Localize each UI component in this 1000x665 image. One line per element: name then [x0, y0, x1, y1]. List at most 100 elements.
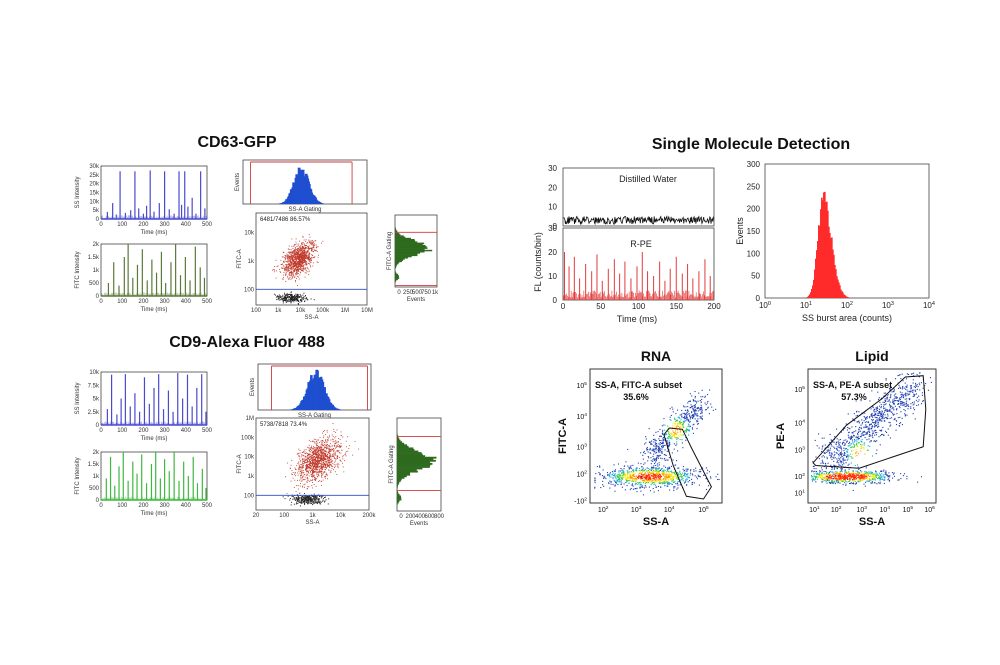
dot-8-red-point [328, 460, 330, 462]
dot-8-red-point [313, 464, 315, 466]
trace-0-ytick: 10k [89, 199, 100, 205]
trace-5-xtick: 200 [138, 428, 149, 434]
smd-rpe-xtick: 100 [632, 302, 646, 311]
dens-13-band-point [638, 468, 641, 470]
dot-8-red-point [324, 476, 326, 478]
dens-13-band-point [662, 480, 664, 483]
dot-8-red-point [321, 463, 323, 465]
dens-13-band-point [599, 465, 601, 467]
dens-13-band-point [636, 478, 638, 480]
dot-0-red-point [295, 273, 297, 275]
dot-8-red-point [298, 455, 300, 457]
dot-0-red-point [295, 251, 297, 253]
burst-bin [823, 192, 825, 298]
dot-8-red-point [319, 447, 321, 449]
dot-8-red-point [304, 462, 306, 464]
dot-0-red-point [301, 254, 303, 256]
dot-8-black-point [298, 497, 300, 499]
dot-8-red-point [328, 469, 330, 471]
dens-13-band-point [620, 475, 622, 477]
dens-13-band-point [648, 476, 650, 478]
dens-13-band-point [667, 485, 669, 487]
dens-13-cloud-point [659, 450, 662, 452]
dens-13-band-point [666, 481, 668, 483]
dot-8-black-point [308, 496, 310, 498]
dens-13-band-point [623, 476, 625, 478]
dot-8-red-point [314, 477, 316, 479]
dens-13-band-point [632, 470, 634, 472]
dot-8-black-point [293, 498, 295, 500]
dot-0-red-point [296, 273, 298, 274]
dot-0-black-point [294, 297, 296, 299]
dot-0-black-point [291, 299, 293, 301]
dot-0-red-point [303, 265, 305, 267]
dot-0-red-point [291, 263, 293, 265]
dens-13-band-point [664, 474, 666, 476]
dens-13-band-point [602, 484, 604, 486]
dot-0-red-point [302, 258, 304, 259]
dot-8-red-point [306, 467, 308, 469]
dens-13-band-point [618, 472, 620, 474]
dot-8-red-point [336, 457, 338, 459]
dot-8-red-point [340, 431, 342, 433]
dens-13-band-point [619, 481, 621, 483]
dot-0-red-point [308, 247, 310, 249]
dot-8-red-point [291, 470, 293, 472]
dens-13-cloud-point [678, 426, 680, 428]
dot-8-red-point [316, 461, 318, 463]
side-0-bin [395, 239, 415, 241]
dot-8-red-point [316, 471, 318, 473]
dot-8-red-point [337, 446, 339, 447]
dot-8-red-point [325, 446, 327, 448]
dens-13-band-point [688, 480, 691, 482]
dot-8-red-point [315, 468, 317, 470]
dot-0-red-point [313, 244, 315, 246]
dens-13-band-point [647, 480, 649, 482]
dens-13-band-point [671, 483, 673, 485]
dot-0-red-point [289, 251, 291, 253]
dens-13-band-point [662, 475, 665, 477]
dot-8-red-point [301, 454, 303, 456]
dot-8-black-point [296, 498, 298, 500]
dot-8-black-point [301, 496, 303, 498]
dens-13-band-point [655, 469, 657, 471]
dens-13-band-point [623, 471, 625, 473]
dens-13-band-point [623, 468, 625, 470]
dens-13-band-point [658, 464, 660, 466]
dot-8-red-point [315, 440, 317, 442]
dot-0-red-point [290, 257, 292, 259]
dot-8-red-point [301, 453, 303, 455]
dens-13-band-point [681, 476, 683, 478]
dens-13-band-point [653, 465, 655, 467]
dens-13-band-point [649, 471, 652, 473]
dens-13-band-point [636, 479, 638, 481]
dot-8-red-point [312, 474, 314, 476]
dot-0-red-point [295, 263, 297, 265]
side-9-bin [397, 493, 400, 496]
dot-8-red-point [337, 450, 339, 452]
dot-0-red-point [308, 256, 310, 258]
dot-0-red-point [291, 262, 292, 264]
dot-8-red-point [301, 477, 303, 479]
dot-0-red-point [309, 265, 311, 267]
dot-0-red-point [303, 265, 305, 266]
dot-8-ytick: 100k [241, 435, 255, 441]
dot-8-black-point [313, 496, 315, 498]
dot-0-red-point [295, 252, 297, 254]
dot-8-black-point [303, 500, 305, 502]
dens-13-band-point [655, 486, 657, 488]
dot-8-red-point [329, 446, 331, 448]
dens-13-band-point [644, 485, 646, 487]
dot-0-red-point [293, 270, 295, 272]
dens-13-band-point [617, 476, 619, 478]
dens-13-band-point [626, 485, 628, 487]
dot-8-red-point [315, 467, 317, 469]
dot-8-red-point [305, 456, 307, 458]
dens-13-band-point [654, 470, 656, 473]
dens-13-band-point [621, 472, 623, 474]
dot-8-black-point [298, 500, 300, 502]
dens-13-band-point [699, 469, 701, 471]
dens-13-band-point [637, 462, 639, 464]
side-0-bin [395, 259, 404, 261]
dot-8-red-point [322, 464, 324, 466]
